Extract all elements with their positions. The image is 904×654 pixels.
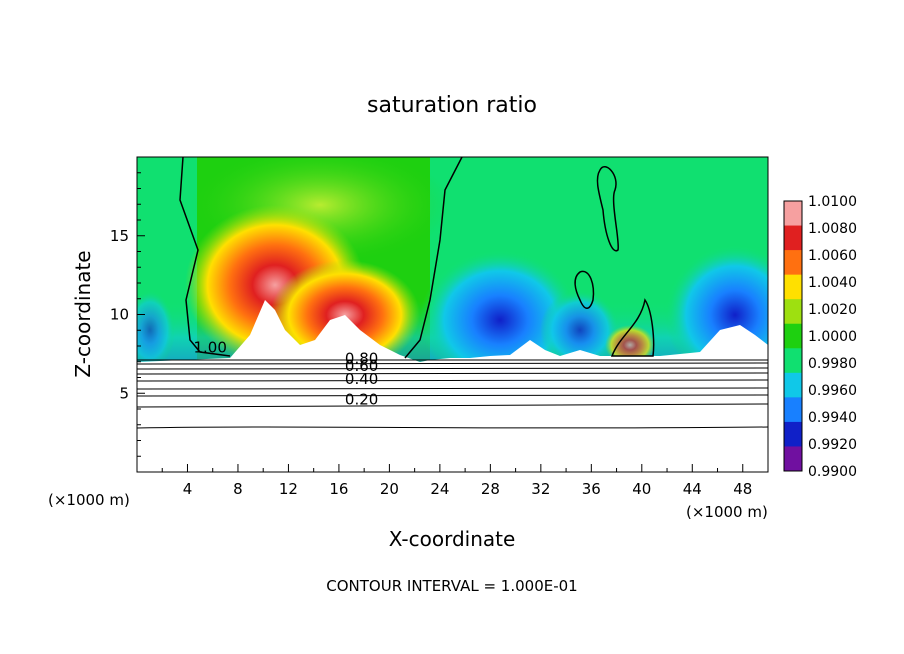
colorbar-label: 0.9980 <box>808 356 857 372</box>
x-unit-right: (×1000 m) <box>686 503 768 521</box>
contour-label: 0.20 <box>345 390 378 408</box>
x-tick-label: 16 <box>329 480 348 498</box>
colorbar-swatch <box>784 397 802 423</box>
colorbar-label: 0.9900 <box>808 464 857 480</box>
colorbar-label: 0.9940 <box>808 410 857 426</box>
x-tick-label: 44 <box>683 480 702 498</box>
colorbar-swatch <box>784 201 802 227</box>
x-tick-label: 40 <box>632 480 651 498</box>
colorbar-swatch <box>784 348 802 374</box>
colorbar-swatch <box>784 446 802 472</box>
contour-label: 0.60 <box>345 357 378 375</box>
colorbar-label: 0.9960 <box>808 383 857 399</box>
contour-label: 0.80 <box>345 349 378 367</box>
contour-labels: 1.00 0.800.600.40 0.20 <box>193 338 378 408</box>
footer-contour-interval: CONTOUR INTERVAL = 1.000E-01 <box>326 577 577 595</box>
colorbar: 1.0100 1.0080 1.0060 1.0040 1.0020 1.0000 0.99… <box>783 194 857 480</box>
chart-title: saturation ratio <box>367 93 537 118</box>
colorbar-label: 1.0100 <box>808 194 857 210</box>
x-tick-label: 20 <box>380 480 399 498</box>
colorbar-swatch <box>784 250 802 276</box>
colorbar-label: 1.0040 <box>808 275 857 291</box>
x-tick-label: 24 <box>430 480 449 498</box>
x-tick-label: 28 <box>481 480 500 498</box>
x-tick-label: 36 <box>582 480 601 498</box>
y-tick-label: 15 <box>110 227 129 245</box>
colorbar-label: 1.0000 <box>808 329 857 345</box>
x-tick-label: 48 <box>733 480 752 498</box>
y-tick-label: 10 <box>110 306 129 324</box>
x-tick-label: 32 <box>531 480 550 498</box>
x-tick-label: 12 <box>279 480 298 498</box>
x-tick-label: 4 <box>183 480 193 498</box>
colorbar-frame <box>783 200 803 472</box>
colorbar-label: 1.0020 <box>808 302 857 318</box>
colorbar-swatch <box>784 274 802 300</box>
y-axis-label: Z-coordinate <box>71 250 95 377</box>
colorbar-swatch <box>784 372 802 398</box>
x-axis: 4 8 12 16 20 24 28 32 36 40 44 48 <box>161 464 752 498</box>
x-unit-left: (×1000 m) <box>48 491 130 509</box>
colorbar-label: 0.9920 <box>808 437 857 453</box>
colorbar-label: 1.0080 <box>808 221 857 237</box>
contour-label: 1.00 <box>193 338 226 356</box>
x-axis-label: X-coordinate <box>389 527 516 551</box>
y-axis: 5 10 15 <box>110 172 145 457</box>
colorbar-swatch <box>784 225 802 251</box>
saturation-field <box>137 157 768 472</box>
colorbar-swatch <box>784 323 802 349</box>
contour-label: 0.40 <box>345 370 378 388</box>
colorbar-swatch <box>784 421 802 447</box>
colorbar-label: 1.0060 <box>808 248 857 264</box>
colorbar-swatch <box>784 299 802 325</box>
x-tick-label: 8 <box>233 480 243 498</box>
y-tick-label: 5 <box>119 384 129 402</box>
